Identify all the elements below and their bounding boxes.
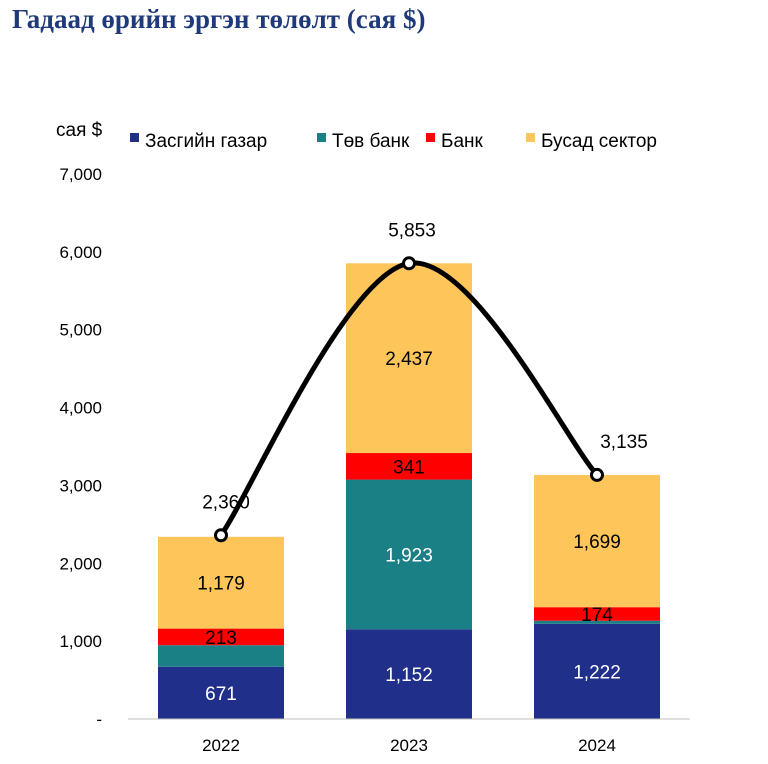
bar-segment xyxy=(346,453,472,480)
bar-segment xyxy=(158,666,284,719)
y-tick-label: 7,000 xyxy=(59,165,102,184)
y-axis-label: сая $ xyxy=(56,120,103,141)
bar-data-label: 213 xyxy=(205,628,237,649)
y-tick-label: 4,000 xyxy=(59,399,102,418)
total-marker xyxy=(214,528,228,543)
bar-segment xyxy=(534,474,660,608)
data-labels: 671 213 1,179 1,152 1,923 341 2,437 1,222 174 1,6… xyxy=(197,349,621,705)
bar-segment xyxy=(158,536,284,629)
legend-swatch-2 xyxy=(317,133,326,142)
x-axis-ticks: 2022 2023 2024 xyxy=(202,736,616,755)
total-marker xyxy=(402,256,416,271)
legend-label-4: Бусад сектор xyxy=(541,131,657,152)
total-marker xyxy=(590,467,604,482)
bar-segment xyxy=(346,629,472,719)
total-data-label: 3,135 xyxy=(600,432,648,453)
legend-label-3: Банк xyxy=(441,131,484,152)
bar-data-label: 1,179 xyxy=(197,574,245,595)
legend-swatch-3 xyxy=(426,133,435,142)
bar-segment xyxy=(534,607,660,621)
bar-segment xyxy=(158,645,284,667)
bar-data-label: 341 xyxy=(393,457,425,478)
bars xyxy=(158,263,660,719)
legend-swatch-1 xyxy=(130,133,139,142)
bar-data-label: 2,437 xyxy=(385,349,433,370)
y-tick-label: 6,000 xyxy=(59,243,102,262)
legend-swatch-4 xyxy=(526,133,535,142)
bar-segment xyxy=(534,623,660,719)
y-tick-label: 1,000 xyxy=(59,632,102,651)
bar-segment xyxy=(158,628,284,646)
total-data-label: 5,853 xyxy=(388,220,436,241)
bar-data-label: 174 xyxy=(581,605,613,626)
legend: Засгийн газар Төв банк Банк Бусад сектор xyxy=(130,131,657,152)
y-tick-label: - xyxy=(96,710,102,729)
x-tick-label: 2022 xyxy=(202,736,240,755)
bar-data-label: 1,222 xyxy=(573,662,621,683)
x-tick-label: 2023 xyxy=(390,736,428,755)
y-axis-ticks: - 1,000 2,000 3,000 4,000 5,000 6,000 7,000 xyxy=(59,165,102,729)
totals-line-group: 2,360 5,853 3,135 xyxy=(202,220,648,543)
legend-label-1: Засгийн газар xyxy=(145,131,267,152)
bar-segment xyxy=(346,479,472,630)
total-data-label: 2,360 xyxy=(202,492,250,513)
bar-data-label: 1,699 xyxy=(573,532,621,553)
bar-segment xyxy=(534,620,660,624)
y-tick-label: 3,000 xyxy=(59,476,102,495)
bar-data-label: 1,923 xyxy=(385,545,433,566)
bar-data-label: 1,152 xyxy=(385,665,433,686)
y-tick-label: 2,000 xyxy=(59,554,102,573)
legend-label-2: Төв банк xyxy=(332,131,410,152)
x-tick-label: 2024 xyxy=(578,736,616,755)
chart-title: Гадаад өрийн эргэн төлөлт (сая $) xyxy=(12,4,426,34)
bar-data-label: 671 xyxy=(205,684,237,705)
y-tick-label: 5,000 xyxy=(59,321,102,340)
